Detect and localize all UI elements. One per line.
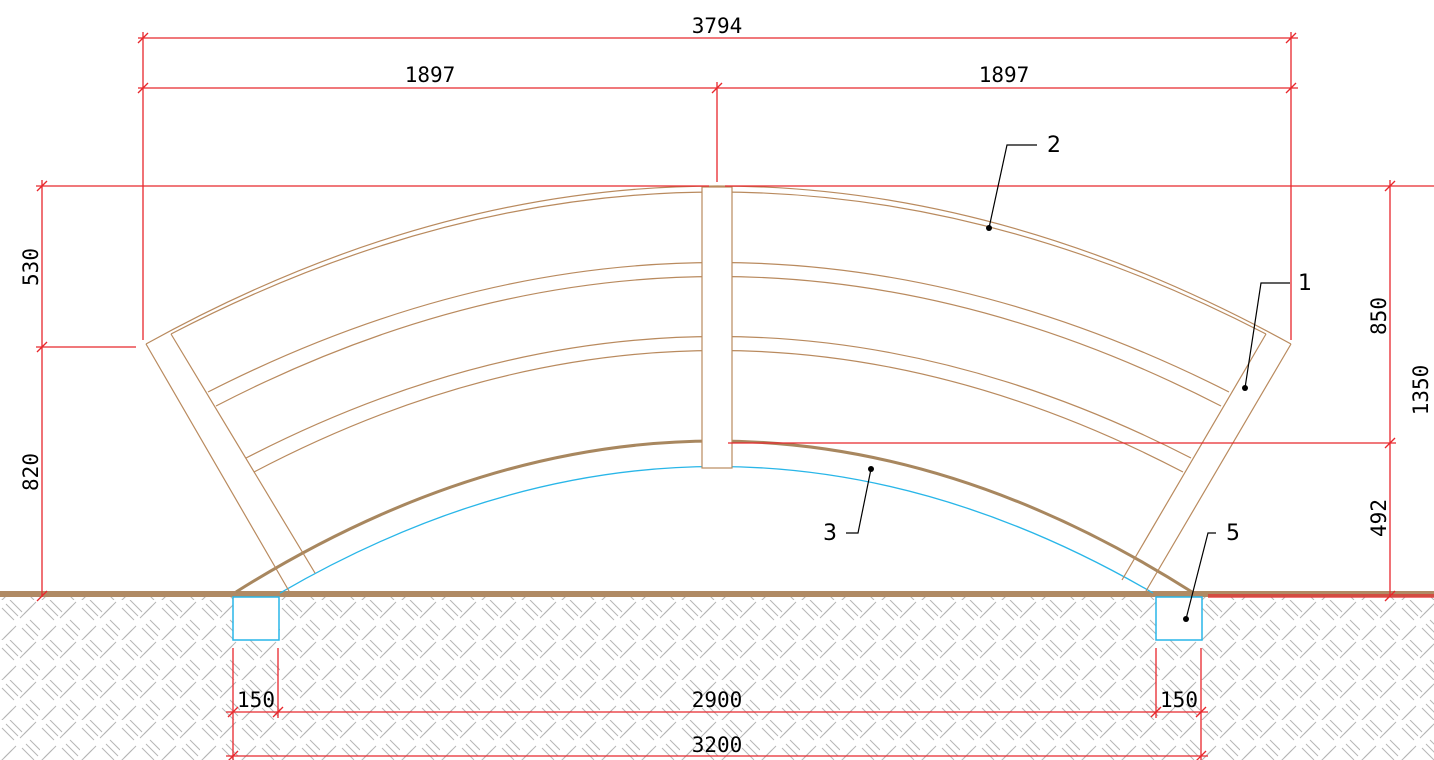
side-legs <box>145 333 1292 592</box>
footing-left <box>232 596 280 641</box>
dim-left-upper: 530 <box>19 248 43 286</box>
dim-span: 2900 <box>692 688 743 712</box>
callout-leaders <box>846 144 1290 620</box>
dim-right-total: 1350 <box>1409 365 1433 416</box>
callout-5-label: 5 <box>1226 521 1240 546</box>
dim-footing-right: 150 <box>1160 688 1198 712</box>
callout-2-label: 2 <box>1047 133 1061 158</box>
arch-inner-curve <box>279 465 1154 594</box>
dim-right-lower: 492 <box>1367 499 1391 537</box>
ground-line <box>0 591 1434 597</box>
dim-half-left: 1897 <box>405 63 456 87</box>
dim-footing-left: 150 <box>237 688 275 712</box>
dim-right-upper: 850 <box>1367 297 1391 335</box>
dimension-lines <box>36 32 1434 760</box>
callout-3-label: 3 <box>823 521 837 546</box>
callout-1-label: 1 <box>1298 271 1312 296</box>
footing-right <box>1155 596 1203 641</box>
dim-base-total: 3200 <box>692 733 743 757</box>
callout-dots <box>868 225 1248 622</box>
dim-half-right: 1897 <box>979 63 1030 87</box>
dim-left-lower: 820 <box>19 453 43 491</box>
center-post <box>701 186 733 469</box>
dim-total-width: 3794 <box>692 14 743 38</box>
